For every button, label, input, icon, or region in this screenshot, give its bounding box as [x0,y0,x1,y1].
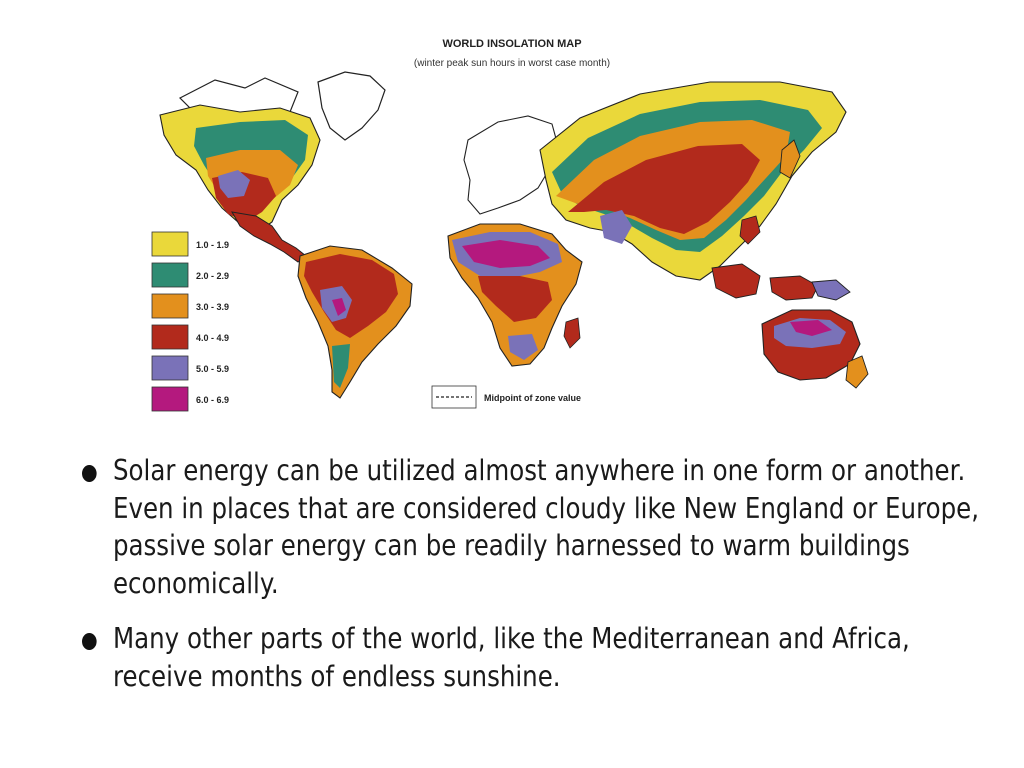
north-america [159,104,321,263]
legend-label-1: 1.0 - 1.9 [196,240,229,250]
legend-swatch-6 [151,386,189,412]
greenland-outline [317,71,386,141]
legend-label-5: 5.0 - 5.9 [196,364,229,374]
map-subtitle: (winter peak sun hours in worst case mon… [414,58,610,69]
bullet-item-2: Many other parts of the world, like the … [82,620,990,695]
legend-label-3: 3.0 - 3.9 [196,302,229,312]
midpoint-label: Midpoint of zone value [484,393,581,403]
legend-swatch-1 [151,231,189,257]
legend-swatch-4 [151,324,189,350]
legend-swatch-2 [151,262,189,288]
bullet-item-1: Solar energy can be utilized almost anyw… [82,452,990,602]
legend: 1.0 - 1.9 2.0 - 2.9 3.0 - 3.9 4.0 - 4.9 … [151,231,229,412]
world-insolation-map: WORLD INSOLATION MAP (winter peak sun ho… [151,38,869,412]
south-america [297,245,413,399]
bullet-marker [82,465,97,482]
legend-label-4: 4.0 - 4.9 [196,333,229,343]
legend-swatch-3 [151,293,189,319]
europe [463,115,559,215]
bullet-list: Solar energy can be utilized almost anyw… [82,452,982,713]
legend-label-2: 2.0 - 2.9 [196,271,229,281]
midpoint-key: Midpoint of zone value [431,385,581,409]
asia [539,81,851,301]
legend-label-6: 6.0 - 6.9 [196,395,229,405]
bullet-text-2: Many other parts of the world, like the … [112,622,910,693]
australia [761,309,869,389]
legend-swatch-5 [151,355,189,381]
bullet-text-1: Solar energy can be utilized almost anyw… [112,454,980,600]
africa [447,223,583,367]
bullet-marker [82,633,97,650]
map-title: WORLD INSOLATION MAP [442,38,581,50]
